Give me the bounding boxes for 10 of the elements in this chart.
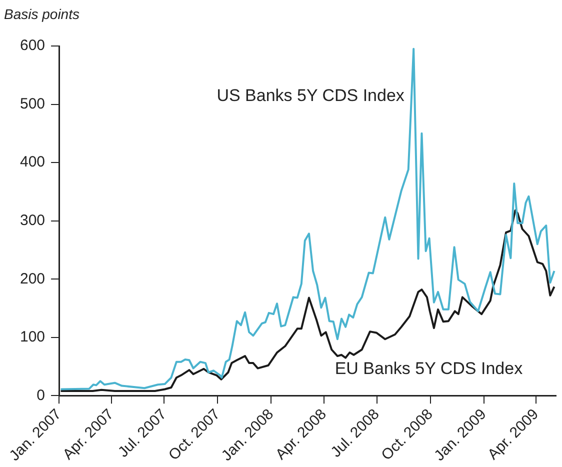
y-tick-label: 0 bbox=[36, 386, 46, 404]
series-label: US Banks 5Y CDS Index bbox=[216, 86, 405, 106]
y-tick-label: 100 bbox=[20, 328, 46, 346]
y-tick-label: 400 bbox=[20, 154, 46, 171]
y-axis-title: Basis points bbox=[4, 6, 80, 22]
y-tick-label: 300 bbox=[20, 212, 46, 229]
series-label: EU Banks 5Y CDS Index bbox=[334, 359, 524, 378]
y-tick-label: 600 bbox=[20, 37, 46, 54]
y-tick-label: 200 bbox=[20, 270, 46, 288]
y-tick-label: 500 bbox=[20, 95, 46, 112]
